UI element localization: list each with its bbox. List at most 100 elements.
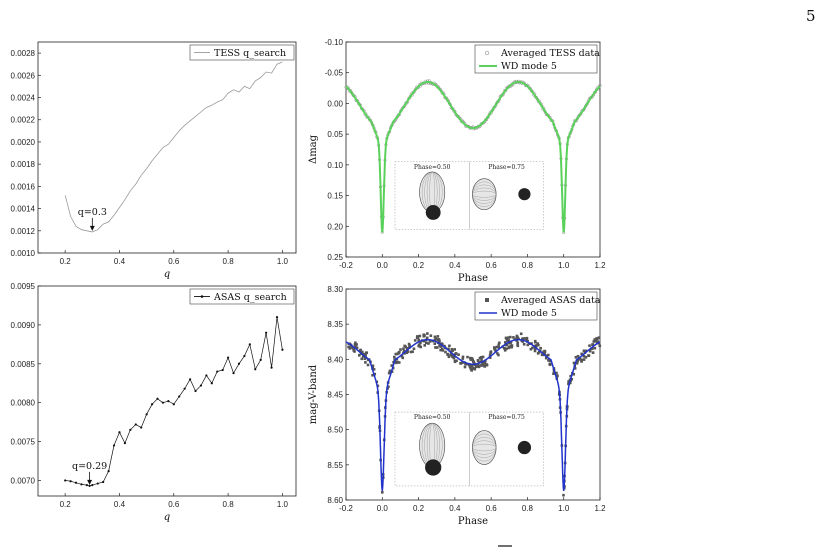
data-point — [394, 352, 398, 356]
data-point — [580, 352, 584, 356]
data-point — [400, 355, 404, 358]
data-point — [373, 372, 377, 376]
data-point — [366, 363, 370, 367]
data-point — [422, 339, 426, 343]
data-point — [447, 355, 451, 359]
data-point — [515, 334, 519, 338]
legend-box — [474, 44, 598, 74]
legend-label: ASAS q_search — [213, 292, 287, 303]
data-point — [552, 372, 555, 376]
data-point — [590, 347, 593, 351]
data-point — [504, 341, 507, 344]
legend-box — [474, 291, 598, 321]
data-point — [359, 348, 362, 352]
y-tick-label: 0.0090 — [11, 321, 36, 330]
data-point — [516, 341, 520, 345]
q-search-point — [74, 481, 78, 484]
data-point — [582, 358, 586, 361]
data-point — [413, 339, 417, 342]
data-point — [576, 359, 580, 363]
data-point — [536, 352, 540, 355]
y-tick-label: 0.0018 — [11, 160, 36, 169]
data-point — [497, 346, 500, 349]
data-point — [460, 361, 464, 365]
data-point — [593, 338, 596, 341]
y-tick-label: 0.0070 — [11, 476, 36, 485]
data-point — [412, 347, 416, 351]
data-point — [403, 344, 406, 348]
q-search-point — [237, 362, 241, 365]
data-point — [480, 359, 483, 363]
x-axis-label: q — [164, 512, 170, 523]
data-point — [515, 339, 519, 343]
data-point — [592, 340, 596, 343]
data-point — [483, 364, 486, 368]
data-point — [507, 341, 511, 345]
x-tick-label: 1.2 — [594, 504, 606, 513]
data-point — [521, 337, 524, 341]
q-search-point — [118, 431, 121, 434]
data-point — [439, 348, 442, 352]
data-point — [388, 370, 392, 374]
x-tick-label: 1.2 — [594, 261, 606, 270]
data-point — [525, 338, 529, 341]
data-point — [451, 355, 454, 359]
data-point — [437, 338, 441, 341]
q-search-point — [85, 484, 88, 487]
data-point — [510, 344, 514, 347]
data-point — [464, 362, 467, 366]
data-point — [470, 365, 474, 369]
plot-frame — [345, 41, 601, 258]
data-point — [469, 358, 473, 361]
y-tick-label: 0.0075 — [11, 438, 36, 447]
q-search-point — [140, 426, 143, 429]
y-tick-label: 0.15 — [327, 192, 343, 201]
data-point — [461, 357, 465, 360]
data-point — [512, 336, 515, 339]
y-tick-label: 8.35 — [327, 320, 343, 329]
data-point — [504, 336, 508, 340]
asas-qsearch-plot: 0.2 0.4 0.6 0.8 1.0 0.0070 0.0075 0.0080 0.0085 0… — [11, 282, 297, 523]
legend-label: WD mode 5 — [501, 308, 557, 319]
data-point — [597, 336, 601, 339]
tess-qsearch-plot: 0.2 0.4 0.6 0.8 1.0 0.0010 0.0012 0.0014 0.0016 0… — [11, 41, 297, 280]
data-point — [539, 346, 542, 350]
data-point — [406, 350, 410, 353]
data-point — [548, 363, 552, 367]
data-point — [361, 355, 365, 358]
data-point — [555, 371, 558, 375]
data-point — [428, 340, 432, 343]
data-point — [580, 359, 583, 363]
annotation-label: q=0.29 — [72, 461, 107, 472]
data-point — [523, 337, 527, 340]
legend-label: TESS q_search — [214, 48, 286, 59]
data-point — [543, 349, 546, 353]
data-point — [576, 354, 580, 358]
data-point — [434, 337, 438, 341]
q-search-point — [167, 400, 170, 403]
q-search-point — [221, 368, 224, 372]
data-point — [457, 353, 460, 356]
data-point — [449, 353, 452, 357]
data-point — [587, 354, 590, 357]
y-tick-label: 0.0022 — [11, 116, 36, 125]
data-point — [498, 341, 501, 345]
data-point — [352, 347, 355, 350]
data-point — [529, 347, 533, 351]
data-point — [480, 364, 484, 367]
data-point — [479, 364, 482, 367]
data-point — [531, 346, 534, 350]
y-tick-label: 0.0028 — [11, 49, 36, 58]
legend-label: Averaged TESS data — [500, 48, 600, 59]
q-search-point — [91, 484, 94, 487]
q-search-point — [270, 366, 273, 369]
x-tick-label: 0.2 — [413, 504, 425, 513]
data-point — [364, 361, 367, 364]
x-tick-label: 0.4 — [449, 261, 461, 270]
data-point — [355, 343, 358, 346]
x-axis-label: Phase — [458, 516, 488, 527]
data-point — [575, 362, 579, 365]
data-point — [519, 332, 523, 336]
x-tick-label: -0.2 — [339, 261, 353, 270]
data-point — [397, 361, 401, 364]
